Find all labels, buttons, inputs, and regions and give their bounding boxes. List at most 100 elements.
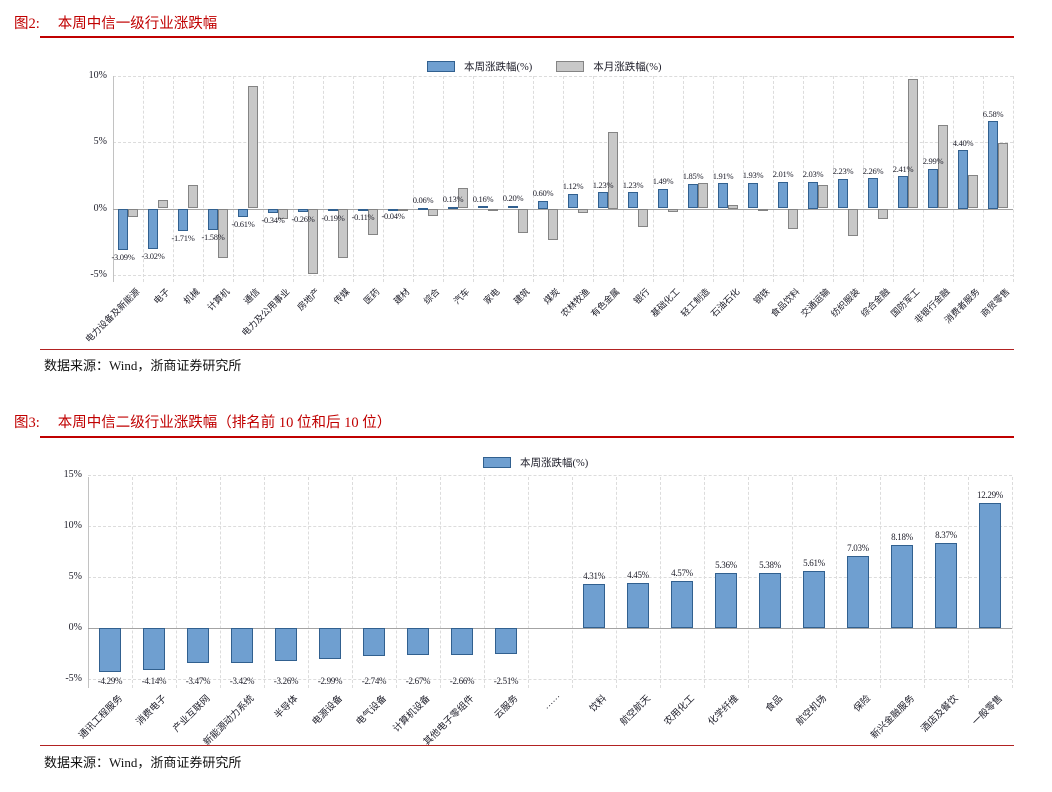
- category-label-text: 电力设备及新能源: [83, 286, 142, 345]
- value-label: -3.47%: [185, 676, 211, 686]
- value-label: 0.60%: [532, 188, 554, 198]
- category-label-text: 通信: [241, 286, 262, 307]
- bar-month: [608, 132, 618, 209]
- category-label-text: 非银行金融: [912, 286, 952, 326]
- category-label-text: 云服务: [493, 693, 521, 722]
- bar-week: [495, 628, 517, 654]
- category-label-text: 消费者服务: [942, 286, 982, 326]
- bar-week: [275, 628, 297, 662]
- category-label-text: 房地产: [295, 286, 322, 313]
- gridline-vertical: [792, 477, 793, 688]
- gridline-vertical: [713, 76, 714, 282]
- gridline-vertical: [968, 477, 969, 688]
- category-label-text: 消费电子: [134, 693, 169, 728]
- bar-week: [231, 628, 253, 663]
- zero-axis-line: [113, 208, 1013, 210]
- category-label-text: 酒店及餐饮: [920, 693, 961, 735]
- value-label: -3.09%: [111, 251, 135, 262]
- category-label-text: 纺织服装: [828, 286, 862, 319]
- bar-week: [319, 628, 341, 659]
- bar-month: [758, 208, 768, 212]
- value-label: -0.19%: [321, 213, 345, 223]
- bar-week: [935, 542, 957, 628]
- bar-week: [838, 178, 848, 209]
- gridline-vertical: [683, 76, 684, 282]
- category-label-text: ……: [541, 691, 563, 712]
- category-label-text: 电气设备: [354, 693, 389, 728]
- bar-week: [803, 570, 825, 628]
- bar-week: [568, 193, 578, 209]
- bar-week: [448, 206, 458, 209]
- bar-month: [188, 184, 198, 209]
- bar-week: [628, 192, 638, 209]
- value-label: -2.51%: [493, 676, 519, 686]
- bar-week: [627, 582, 649, 628]
- bar-week: [328, 208, 338, 211]
- bar-week: [407, 628, 429, 656]
- gridline-vertical: [203, 76, 204, 282]
- bar-week: [988, 121, 998, 209]
- value-label: 2.41%: [892, 163, 914, 174]
- y-axis-tick-label: 10%: [88, 69, 107, 81]
- bar-week: [671, 581, 693, 628]
- value-label: 1.23%: [622, 179, 644, 190]
- gridline-vertical: [264, 477, 265, 688]
- category-label-text: 商贸零售: [978, 286, 1012, 319]
- gridline-horizontal: [88, 577, 1012, 578]
- bar-week: [388, 208, 398, 211]
- gridline-horizontal: [113, 275, 1013, 276]
- gridline-vertical: [263, 76, 264, 282]
- figure2-caption-number: 图2:: [14, 16, 40, 32]
- bar-month: [938, 124, 948, 209]
- value-label: 1.93%: [742, 170, 764, 181]
- category-label-text: 食品: [764, 693, 785, 715]
- value-label: -3.26%: [273, 676, 299, 686]
- bar-week: [208, 208, 218, 230]
- category-label-text: 传媒: [331, 286, 352, 307]
- category-label-text: 半导体: [273, 693, 301, 722]
- value-label: -0.04%: [381, 211, 405, 221]
- gridline-vertical: [924, 477, 925, 688]
- value-label: 1.49%: [652, 176, 674, 187]
- bar-week: [298, 208, 308, 212]
- bar-week: [478, 206, 488, 209]
- gridline-vertical: [484, 477, 485, 688]
- gridline-vertical: [704, 477, 705, 688]
- category-label-text: 机械: [181, 286, 202, 307]
- gridline-vertical: [383, 76, 384, 282]
- bar-week: [778, 181, 788, 209]
- bar-week: [363, 628, 385, 656]
- category-label-text: 建材: [391, 286, 412, 307]
- bar-week: [718, 183, 728, 209]
- gridline-vertical: [836, 477, 837, 688]
- value-label: 6.58%: [982, 108, 1004, 119]
- legend-label-week2: 本周涨跌幅(%): [520, 458, 589, 469]
- bar-month: [248, 86, 258, 209]
- gridline-vertical: [653, 76, 654, 282]
- gridline-horizontal: [88, 475, 1012, 476]
- bar-month: [368, 208, 378, 236]
- category-label-text: 新兴金融服务: [869, 693, 917, 742]
- bar-week: [847, 556, 869, 628]
- category-label-text: 煤炭: [541, 286, 562, 307]
- value-label: 8.18%: [891, 531, 913, 542]
- value-label: -2.66%: [449, 676, 475, 686]
- category-label-text: 国防军工: [888, 286, 922, 319]
- gridline-horizontal: [113, 75, 1013, 77]
- gridline-vertical: [593, 76, 594, 282]
- figure3-title-underline: [40, 436, 1014, 438]
- gridline-vertical: [143, 76, 144, 282]
- value-label: -4.29%: [97, 676, 123, 686]
- value-label: -0.34%: [261, 215, 285, 225]
- gridline-vertical: [220, 477, 221, 688]
- bar-month: [818, 184, 828, 209]
- value-label: 8.37%: [935, 529, 957, 540]
- category-label-text: 有色金属: [588, 286, 622, 319]
- bar-month: [788, 208, 798, 229]
- gridline-vertical: [660, 477, 661, 688]
- category-label-text: 电源设备: [310, 693, 345, 728]
- category-label-text: 航空航天: [618, 693, 653, 728]
- bar-week: [268, 208, 278, 213]
